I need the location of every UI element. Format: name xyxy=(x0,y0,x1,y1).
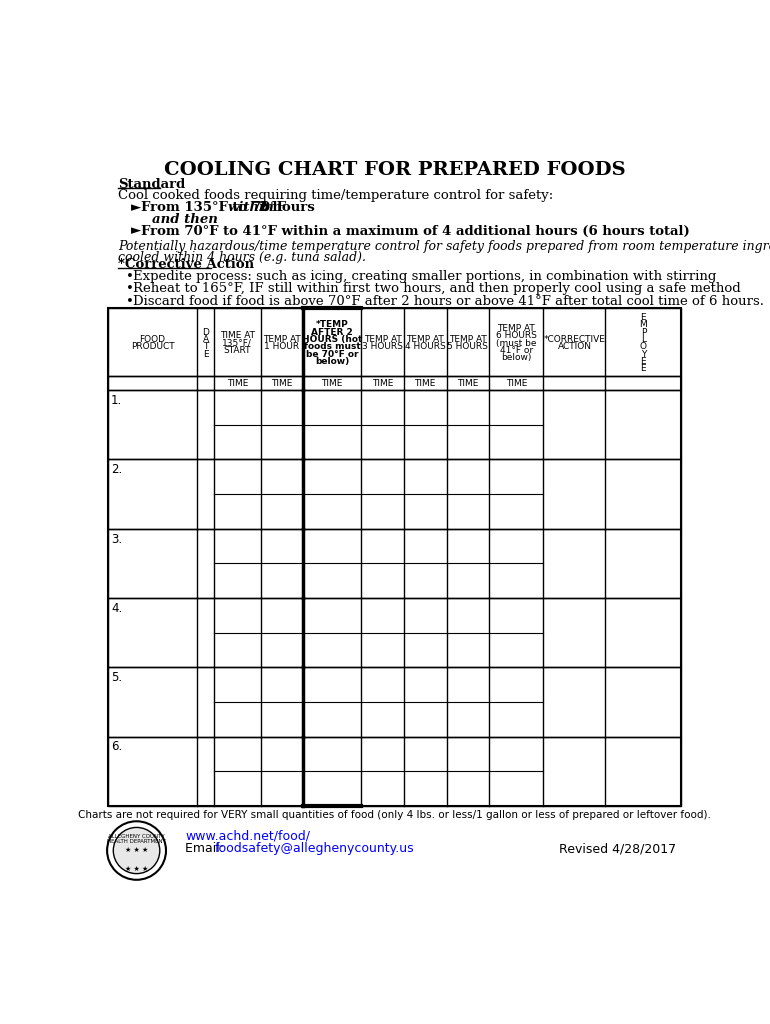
Text: within: within xyxy=(228,202,275,214)
Text: ★ ★ ★: ★ ★ ★ xyxy=(125,847,148,853)
Text: E: E xyxy=(641,313,646,323)
Text: Expedite process: such as icing, creating smaller portions, in combination with : Expedite process: such as icing, creatin… xyxy=(133,270,717,283)
Text: TIME: TIME xyxy=(372,379,393,388)
Text: TIME: TIME xyxy=(271,379,293,388)
Text: Cool cooked foods requiring time/temperature control for safety:: Cool cooked foods requiring time/tempera… xyxy=(118,189,553,202)
Bar xyxy=(108,736,681,806)
Text: From 135°F to 70°F: From 135°F to 70°F xyxy=(141,202,291,214)
Text: TEMP AT: TEMP AT xyxy=(449,335,487,344)
Text: 1 HOUR: 1 HOUR xyxy=(264,342,300,351)
Text: L: L xyxy=(641,335,646,344)
Text: Charts are not required for VERY small quantities of food (only 4 lbs. or less/1: Charts are not required for VERY small q… xyxy=(79,810,711,820)
Text: 4 HOURS: 4 HOURS xyxy=(405,342,446,351)
Bar xyxy=(108,668,681,736)
Text: M: M xyxy=(640,321,648,330)
Text: www.achd.net/food/: www.achd.net/food/ xyxy=(186,829,310,843)
Text: cooled within 4 hours (e.g. tuna salad).: cooled within 4 hours (e.g. tuna salad). xyxy=(118,251,366,264)
Text: TEMP AT: TEMP AT xyxy=(497,324,535,333)
Text: HEALTH DEPARTMENT: HEALTH DEPARTMENT xyxy=(107,839,166,844)
Bar xyxy=(108,390,681,460)
Text: ★ ★ ★: ★ ★ ★ xyxy=(125,866,148,871)
Text: •: • xyxy=(126,270,133,283)
Text: Reheat to 165°F, IF still within first two hours, and then properly cool using a: Reheat to 165°F, IF still within first t… xyxy=(133,283,742,295)
Text: 6 HOURS: 6 HOURS xyxy=(496,332,537,340)
Text: COOLING CHART FOR PREPARED FOODS: COOLING CHART FOR PREPARED FOODS xyxy=(164,161,625,178)
Text: TIME: TIME xyxy=(414,379,436,388)
Text: Y: Y xyxy=(641,349,646,358)
Text: From 70°F to 41°F within a maximum of 4 additional hours (6 hours total): From 70°F to 41°F within a maximum of 4 … xyxy=(141,224,690,238)
Text: *Corrective Action: *Corrective Action xyxy=(118,258,254,271)
Text: 6.: 6. xyxy=(111,740,122,754)
Text: •: • xyxy=(126,295,133,307)
Text: P: P xyxy=(641,328,646,337)
Text: TEMP AT: TEMP AT xyxy=(263,335,301,344)
Text: below): below) xyxy=(501,353,531,362)
Text: ►: ► xyxy=(131,224,142,238)
Text: HOURS (hot: HOURS (hot xyxy=(302,335,363,344)
Text: AFTER 2: AFTER 2 xyxy=(311,328,353,337)
Text: E: E xyxy=(641,365,646,374)
Text: Revised 4/28/2017: Revised 4/28/2017 xyxy=(559,842,676,855)
Text: 5.: 5. xyxy=(111,671,122,684)
Text: Discard food if food is above 70°F after 2 hours or above 41°F after total cool : Discard food if food is above 70°F after… xyxy=(133,295,765,307)
Text: A: A xyxy=(203,335,209,344)
Text: O: O xyxy=(640,342,647,351)
Circle shape xyxy=(113,827,160,873)
Text: FOOD: FOOD xyxy=(139,335,166,344)
Text: foods must: foods must xyxy=(304,342,360,351)
Text: E: E xyxy=(641,357,646,366)
Bar xyxy=(108,460,681,528)
Text: ACTION: ACTION xyxy=(557,342,591,351)
Text: TEMP AT: TEMP AT xyxy=(363,335,401,344)
Text: ►: ► xyxy=(131,202,142,214)
Text: Standard: Standard xyxy=(118,177,186,190)
Text: (must be: (must be xyxy=(496,339,537,348)
Text: TIME: TIME xyxy=(506,379,527,388)
Text: 5 HOURS: 5 HOURS xyxy=(447,342,488,351)
Text: TIME: TIME xyxy=(226,379,248,388)
Bar xyxy=(108,376,681,390)
Text: foodsafety@alleghenycounty.us: foodsafety@alleghenycounty.us xyxy=(215,842,414,855)
Text: be 70°F or: be 70°F or xyxy=(306,349,359,358)
Bar xyxy=(108,308,681,806)
Text: *CORRECTIVE: *CORRECTIVE xyxy=(544,335,605,344)
Text: *TEMP: *TEMP xyxy=(316,321,349,330)
Text: ALLEGHENY COUNTY: ALLEGHENY COUNTY xyxy=(109,834,165,839)
Text: T: T xyxy=(203,342,208,351)
Bar xyxy=(108,528,681,598)
Text: START: START xyxy=(223,346,251,355)
Text: and then: and then xyxy=(152,213,218,226)
Text: 3 HOURS: 3 HOURS xyxy=(362,342,403,351)
Text: 3.: 3. xyxy=(111,532,122,546)
Text: E: E xyxy=(203,349,209,358)
Text: 4.: 4. xyxy=(111,602,122,614)
Text: Email:: Email: xyxy=(186,842,229,855)
Text: 2.: 2. xyxy=(111,463,122,476)
Text: 135°F/: 135°F/ xyxy=(223,339,253,348)
Text: PRODUCT: PRODUCT xyxy=(131,342,174,351)
Text: TIME: TIME xyxy=(457,379,478,388)
Text: below): below) xyxy=(315,357,350,366)
Text: 2 hours: 2 hours xyxy=(253,202,314,214)
Text: TIME AT: TIME AT xyxy=(219,332,255,340)
Text: D: D xyxy=(202,328,209,337)
Text: TEMP AT: TEMP AT xyxy=(407,335,444,344)
Bar xyxy=(108,598,681,668)
Text: 41°F or: 41°F or xyxy=(500,346,533,355)
Text: TIME: TIME xyxy=(322,379,343,388)
Text: 1.: 1. xyxy=(111,394,122,407)
Text: Potentially hazardous/time temperature control for safety foods prepared from ro: Potentially hazardous/time temperature c… xyxy=(118,240,770,253)
Text: •: • xyxy=(126,283,133,295)
Bar xyxy=(108,308,681,376)
